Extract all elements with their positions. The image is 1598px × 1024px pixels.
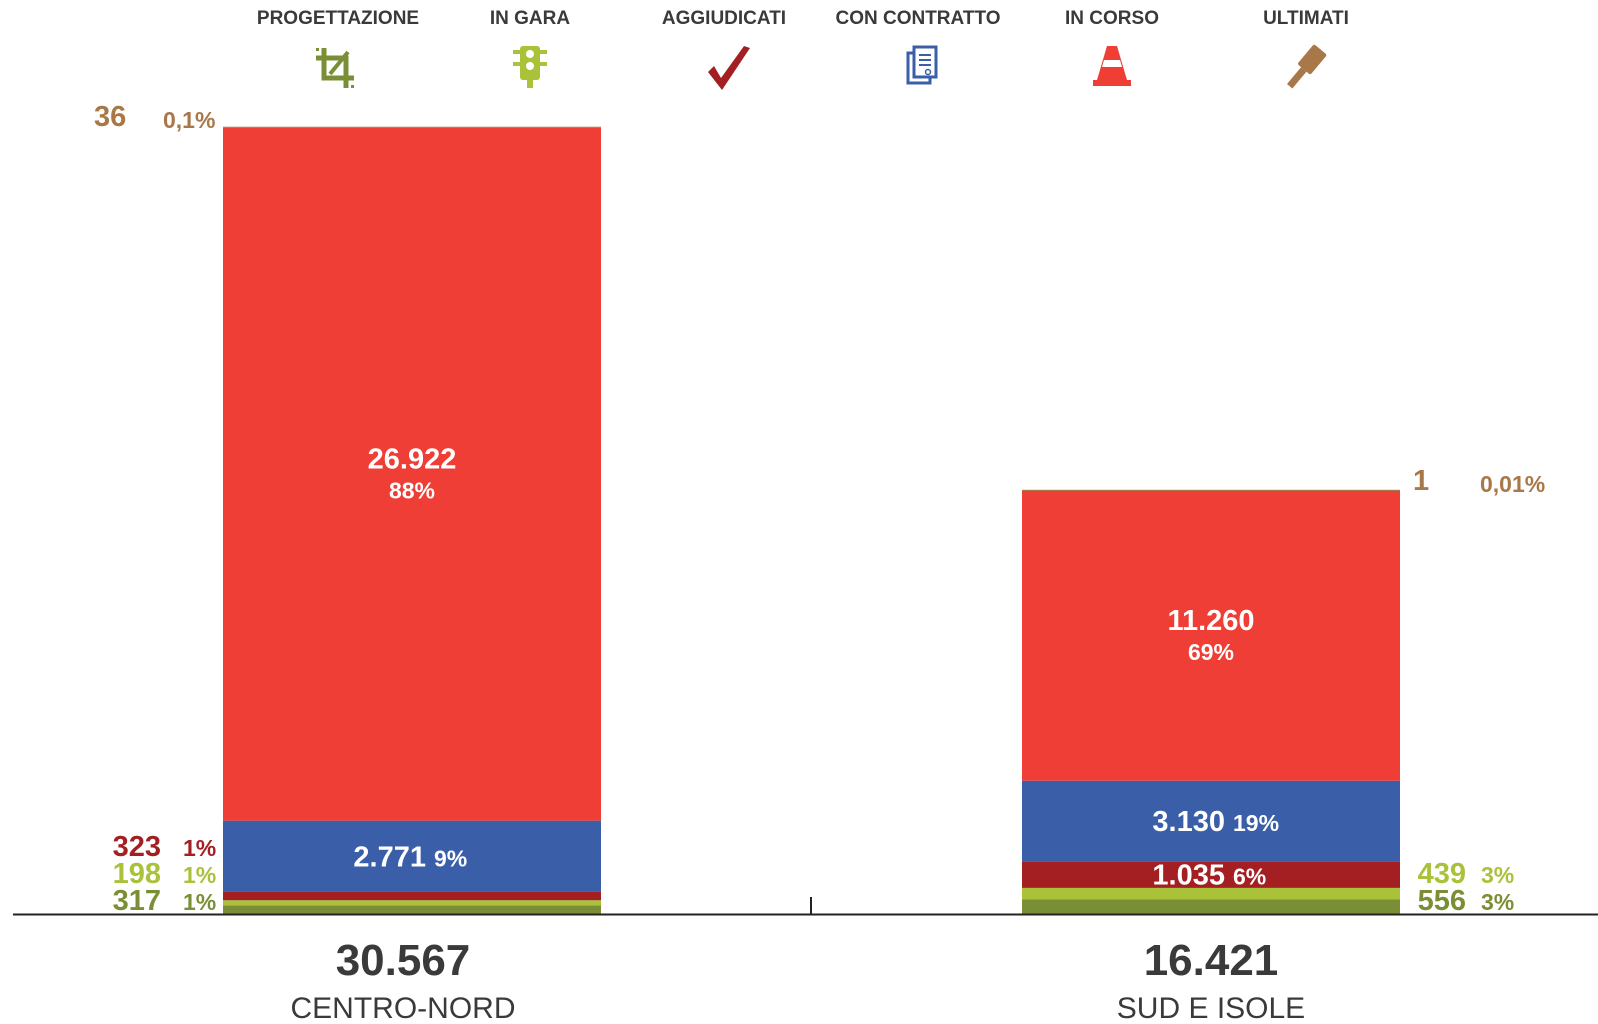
document-icon bbox=[906, 45, 938, 85]
legend-item-aggiudicati: AGGIUDICATI bbox=[662, 8, 786, 90]
data-label-value-sud-e-isole-ultimati: 1 bbox=[1413, 465, 1429, 497]
data-label-value-centro-nord-ultimati: 36 bbox=[94, 101, 126, 133]
legend-label-aggiudicati: AGGIUDICATI bbox=[662, 8, 786, 29]
data-label-pct-centro-nord-progettazione: 1% bbox=[183, 889, 216, 915]
data-label-value-sud-e-isole-progettazione: 556 bbox=[1418, 885, 1466, 917]
data-label-pct-sud-e-isole-con-contratto: 19% bbox=[1233, 810, 1279, 836]
data-label-pct-sud-e-isole-in-gara: 3% bbox=[1481, 862, 1514, 888]
data-label-value-centro-nord-aggiudicati: 323 bbox=[113, 831, 161, 863]
data-label-value-sud-e-isole-in-gara: 439 bbox=[1418, 858, 1466, 890]
gavel-icon bbox=[1286, 44, 1327, 89]
data-label-pct-sud-e-isole-ultimati: 0,01% bbox=[1480, 471, 1545, 497]
data-label-value-centro-nord-progettazione: 317 bbox=[113, 885, 161, 917]
data-label-value-centro-nord-con-contratto: 2.771 bbox=[353, 841, 426, 873]
traffic-light-icon bbox=[513, 46, 547, 88]
bar-segment-sud-e-isole-con-contratto bbox=[1022, 780, 1400, 862]
data-label-pct-centro-nord-aggiudicati: 1% bbox=[183, 835, 216, 861]
legend-item-in-corso: IN CORSO bbox=[1065, 8, 1159, 86]
legend-label-progettazione: PROGETTAZIONE bbox=[257, 8, 419, 29]
bar-segment-centro-nord-con-contratto bbox=[223, 820, 601, 892]
bar-segment-sud-e-isole-in-corso bbox=[1022, 491, 1400, 781]
category-label-centro-nord: CENTRO-NORD bbox=[291, 992, 516, 1024]
legend-label-in-corso: IN CORSO bbox=[1065, 8, 1159, 29]
legend-label-ultimati: ULTIMATI bbox=[1263, 8, 1349, 29]
data-label-value-sud-e-isole-aggiudicati: 1.035 bbox=[1152, 860, 1225, 892]
bar-segment-sud-e-isole-in-gara bbox=[1022, 887, 1400, 900]
data-label-pct-sud-e-isole-aggiudicati: 6% bbox=[1233, 864, 1266, 890]
legend: PROGETTAZIONE IN GARA AGGIUDICAT bbox=[257, 8, 1349, 90]
bar-segment-centro-nord-in-corso bbox=[223, 127, 601, 821]
legend-item-in-gara: IN GARA bbox=[490, 8, 571, 88]
bars bbox=[223, 126, 1400, 914]
bar-segment-centro-nord-progettazione bbox=[223, 905, 601, 914]
data-label-pct-centro-nord-in-gara: 1% bbox=[183, 862, 216, 888]
legend-item-progettazione: PROGETTAZIONE bbox=[257, 8, 419, 88]
legend-label-con-contratto: CON CONTRATTO bbox=[835, 8, 1000, 29]
legend-item-con-contratto: CON CONTRATTO bbox=[835, 8, 1001, 85]
bar-segment-centro-nord-in-gara bbox=[223, 900, 601, 906]
data-label-pct-centro-nord-ultimati: 0,1% bbox=[163, 107, 215, 133]
legend-label-in-gara: IN GARA bbox=[490, 8, 571, 29]
data-label-pct-centro-nord-con-contratto: 9% bbox=[434, 845, 467, 871]
data-label-pct-sud-e-isole-in-corso: 69% bbox=[1188, 639, 1234, 665]
bar-segment-centro-nord-ultimati bbox=[223, 126, 601, 128]
crop-icon bbox=[316, 48, 354, 88]
data-label-pct-sud-e-isole-progettazione: 3% bbox=[1481, 889, 1514, 915]
legend-item-ultimati: ULTIMATI bbox=[1263, 8, 1349, 89]
traffic-cone-icon bbox=[1093, 46, 1131, 86]
total-centro-nord: 30.567 bbox=[336, 936, 471, 985]
data-label-pct-centro-nord-in-corso: 88% bbox=[389, 477, 435, 503]
total-sud-e-isole: 16.421 bbox=[1144, 936, 1279, 985]
checkmark-icon bbox=[708, 46, 750, 90]
bar-segment-centro-nord-aggiudicati bbox=[223, 891, 601, 901]
data-label-value-sud-e-isole-in-corso: 11.260 bbox=[1167, 605, 1254, 637]
data-label-value-centro-nord-in-gara: 198 bbox=[113, 858, 161, 890]
bar-segment-sud-e-isole-ultimati bbox=[1022, 489, 1400, 492]
data-label-value-centro-nord-in-corso: 26.922 bbox=[368, 443, 457, 475]
category-label-sud-e-isole: SUD E ISOLE bbox=[1117, 992, 1305, 1024]
bar-segment-sud-e-isole-progettazione bbox=[1022, 899, 1400, 914]
data-label-value-sud-e-isole-con-contratto: 3.130 bbox=[1152, 806, 1225, 838]
bar-segment-sud-e-isole-aggiudicati bbox=[1022, 861, 1400, 888]
